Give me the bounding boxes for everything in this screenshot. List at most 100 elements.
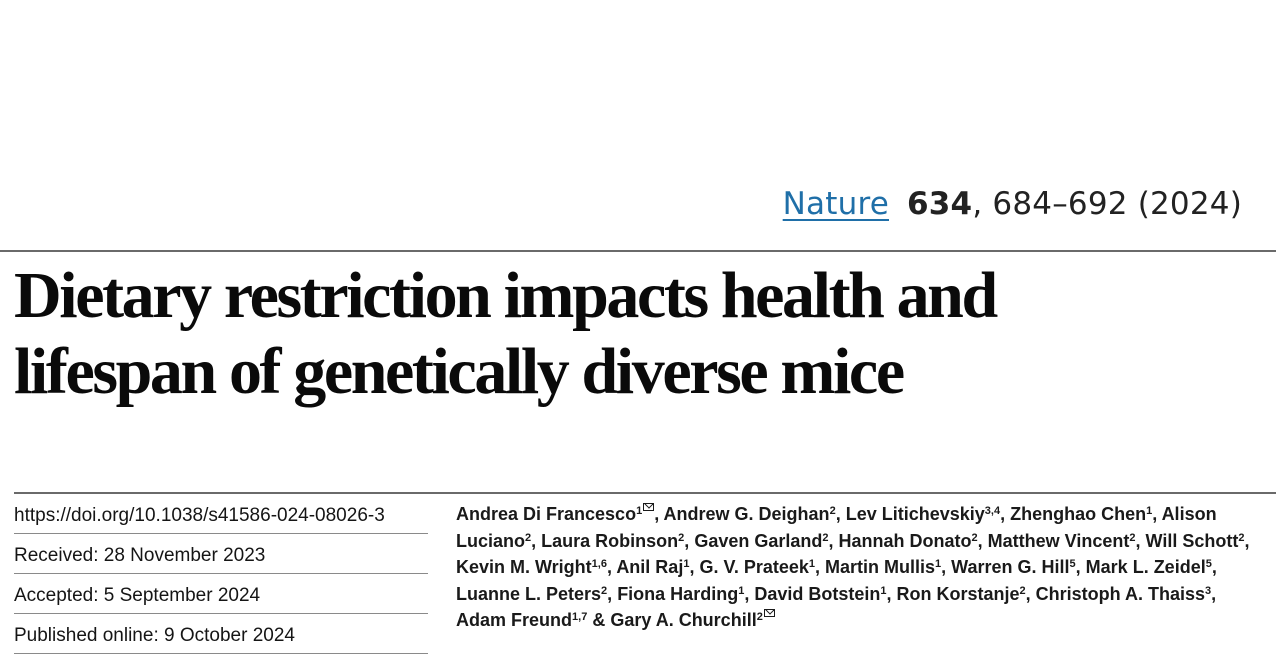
author-name: Gaven Garland	[694, 530, 823, 551]
author: Andrea Di Francesco1	[456, 503, 655, 524]
author: Hannah Donato2	[839, 531, 978, 551]
author-separator: ,	[531, 530, 542, 551]
top-divider	[0, 250, 1276, 252]
author: Gaven Garland2	[694, 531, 828, 551]
affiliation-number: 2	[1129, 531, 1136, 544]
author-separator: ,	[1211, 557, 1217, 577]
author: Andrew G. Deighan2	[664, 504, 836, 524]
author-name: Christoph A. Thaiss	[1035, 583, 1206, 604]
author-separator: ,	[1000, 504, 1011, 524]
affiliation-number: 1,7	[572, 611, 588, 623]
author-name: Alison Luciano	[456, 504, 1217, 551]
author-name: Kevin M. Wright	[456, 557, 592, 577]
author-name: Matthew Vincent	[987, 530, 1130, 551]
author-separator: ,	[689, 557, 700, 577]
author-separator: ,	[815, 557, 826, 577]
author: Kevin M. Wright1,6	[456, 557, 607, 577]
author-name: David Botstein	[754, 583, 881, 604]
affiliation-number: 2	[525, 531, 532, 544]
author-separator: ,	[941, 557, 952, 577]
author: David Botstein1	[754, 584, 886, 604]
author-separator: ,	[835, 504, 846, 524]
doi-row: https://doi.org/10.1038/s41586-024-08026…	[14, 494, 428, 534]
author: Christoph A. Thaiss3	[1036, 584, 1211, 604]
affiliation-number: 1	[880, 584, 887, 597]
affiliation-number: 3,4	[984, 505, 1001, 517]
author: Martin Mullis1	[825, 557, 941, 577]
citation-line: Nature 634, 684–692 (2024)	[783, 186, 1242, 222]
author-separator: ,	[1135, 530, 1146, 551]
author-separator: ,	[744, 583, 755, 604]
author: Matthew Vincent2	[988, 531, 1136, 551]
author: Mark L. Zeidel5	[1086, 557, 1212, 577]
affiliation-number: 5	[1069, 558, 1076, 570]
author: Luanne L. Peters2	[456, 584, 607, 604]
author-name: Fiona Harding	[617, 583, 739, 604]
affiliation-number: 3	[1205, 584, 1212, 597]
author: Laura Robinson2	[541, 531, 684, 551]
affiliation-number: 2	[971, 531, 978, 544]
author-name: Laura Robinson	[541, 530, 679, 551]
author-separator: ,	[607, 583, 618, 604]
author: Alison Luciano2	[456, 504, 1217, 551]
author-name: Zhenghao Chen	[1010, 504, 1147, 524]
author: Warren G. Hill5	[951, 557, 1075, 577]
author-separator: ,	[654, 504, 664, 524]
author-separator: ,	[606, 557, 617, 577]
author-list: Andrea Di Francesco1, Andrew G. Deighan2…	[456, 501, 1256, 634]
article-title: Dietary restriction impacts health and l…	[14, 258, 1264, 410]
author: Zhenghao Chen1	[1010, 504, 1152, 524]
author-name: Lev Litichevskiy	[845, 504, 985, 524]
accepted-date: Accepted: 5 September 2024	[14, 574, 428, 614]
author-separator: ,	[684, 530, 695, 551]
author: Lev Litichevskiy3,4	[846, 504, 1000, 524]
affiliation-number: 2	[1019, 584, 1026, 597]
author-separator: ,	[1152, 504, 1162, 524]
author-name: Hannah Donato	[838, 530, 972, 551]
author-separator: ,	[1211, 583, 1217, 604]
author: Adam Freund1,7	[456, 610, 587, 630]
affiliation-number: 1	[738, 584, 745, 597]
article-metadata: https://doi.org/10.1038/s41586-024-08026…	[14, 494, 428, 654]
author: Gary A. Churchill2	[610, 609, 775, 630]
author-name: Andrew G. Deighan	[663, 504, 830, 524]
affiliation-number: 1	[1146, 505, 1153, 517]
author: Ron Korstanje2	[897, 584, 1026, 604]
author-name: Luanne L. Peters	[456, 583, 602, 604]
pages-and-year: , 684–692 (2024)	[972, 186, 1242, 222]
author-name: Gary A. Churchill	[610, 610, 757, 630]
affiliation-number: 2	[601, 584, 608, 597]
affiliation-number: 1	[935, 558, 942, 570]
author-separator: ,	[828, 530, 839, 551]
author-separator: ,	[1025, 583, 1036, 604]
author-name: Adam Freund	[456, 610, 573, 630]
author-name: Mark L. Zeidel	[1085, 557, 1206, 577]
corresponding-author-mail-icon[interactable]	[643, 503, 655, 511]
author-name: G. V. Prateek	[699, 557, 809, 577]
author-name: Will Schott	[1145, 530, 1239, 551]
affiliation-number: 2	[829, 505, 836, 517]
author: Anil Raj1	[616, 557, 689, 577]
author-separator: ,	[886, 583, 897, 604]
affiliation-number: 5	[1205, 558, 1212, 570]
author: G. V. Prateek1	[699, 557, 815, 577]
doi-link[interactable]: https://doi.org/10.1038/s41586-024-08026…	[14, 505, 385, 526]
author-separator: ,	[1075, 557, 1086, 577]
author-joiner: &	[587, 610, 611, 630]
author: Will Schott2	[1146, 531, 1245, 551]
volume-number: 634	[907, 186, 973, 222]
affiliation-number: 1,6	[591, 558, 607, 570]
affiliation-number: 2	[822, 531, 829, 544]
author-name: Anil Raj	[616, 557, 684, 577]
affiliation-number: 1	[683, 558, 690, 570]
author-name: Andrea Di Francesco	[456, 504, 637, 524]
affiliation-number: 2	[756, 611, 763, 623]
received-date: Received: 28 November 2023	[14, 534, 428, 574]
corresponding-author-mail-icon[interactable]	[763, 609, 775, 617]
author-name: Martin Mullis	[825, 557, 936, 577]
affiliation-number: 2	[1238, 531, 1245, 544]
journal-link[interactable]: Nature	[782, 186, 889, 222]
bottom-divider	[14, 492, 1276, 494]
author-separator: ,	[977, 530, 988, 551]
author-name: Warren G. Hill	[951, 557, 1070, 577]
